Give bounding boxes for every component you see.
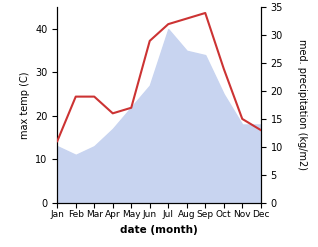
X-axis label: date (month): date (month) — [120, 225, 198, 235]
Y-axis label: max temp (C): max temp (C) — [20, 71, 30, 139]
Y-axis label: med. precipitation (kg/m2): med. precipitation (kg/m2) — [297, 40, 307, 170]
